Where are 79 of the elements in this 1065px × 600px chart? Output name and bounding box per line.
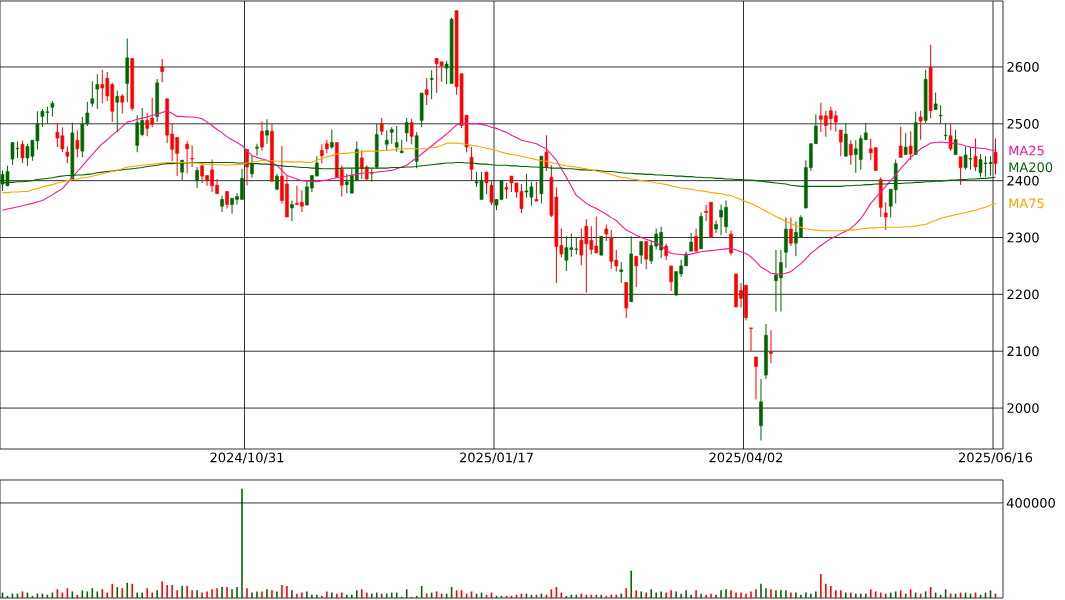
candlestick — [404, 117, 409, 142]
candlestick — [534, 181, 539, 202]
candlestick — [409, 118, 414, 145]
candlestick — [95, 73, 100, 110]
candlestick — [160, 58, 164, 83]
candlestick — [619, 261, 624, 284]
series-label: MA75 — [1009, 198, 1044, 209]
candlestick — [993, 138, 998, 175]
candlestick — [330, 128, 334, 150]
candlestick — [599, 235, 604, 256]
candlestick — [694, 227, 698, 252]
candlestick — [908, 130, 913, 161]
candlestick — [938, 104, 943, 125]
candlestick — [839, 129, 843, 157]
candlestick — [898, 126, 903, 158]
candlestick — [290, 200, 294, 222]
candlestick — [255, 143, 259, 157]
candlestick — [100, 69, 105, 104]
y-tick-label: 2200 — [1007, 289, 1039, 300]
candlestick — [484, 171, 489, 195]
x-tick-label: 2024/10/31 — [210, 452, 284, 464]
series-label: MA200 — [1009, 162, 1053, 173]
candlestick — [844, 123, 848, 157]
candlestick — [220, 195, 224, 213]
candlestick — [544, 134, 549, 172]
y-tick-label: 2000 — [1007, 403, 1039, 413]
y-tick-label: 2300 — [1007, 232, 1039, 243]
candlestick — [754, 356, 758, 401]
candlestick — [320, 143, 324, 165]
y-tick-label: 2100 — [1007, 346, 1039, 357]
candlestick — [958, 156, 963, 186]
candlestick — [848, 139, 853, 166]
y-tick-label: 2400 — [1007, 175, 1039, 186]
x-tick-label: 2025/04/02 — [709, 452, 783, 464]
candlestick — [689, 232, 693, 252]
candlestick — [789, 217, 793, 247]
candlestick — [873, 147, 878, 172]
candlestick — [20, 140, 25, 164]
candlestick — [195, 166, 199, 189]
text: 400000 — [1006, 498, 1055, 508]
candlestick — [669, 265, 673, 292]
y-tick-label: 2600 — [1007, 62, 1039, 72]
candlestick — [469, 146, 474, 181]
candlestick — [973, 138, 978, 172]
x-tick-label: 2025/06/16 — [958, 452, 1033, 464]
candlestick — [384, 130, 389, 152]
candlestick — [953, 129, 958, 155]
candlestick — [489, 180, 494, 206]
candlestick — [260, 121, 264, 152]
candlestick — [644, 240, 648, 270]
series-label: MA25 — [1009, 145, 1044, 156]
candlestick — [634, 255, 639, 288]
candlestick — [265, 118, 269, 145]
candlestick — [120, 93, 125, 115]
candlestick — [579, 227, 584, 266]
candlestick — [429, 69, 434, 100]
candlestick — [394, 125, 399, 153]
candlestick — [639, 240, 644, 265]
candlestick — [729, 230, 733, 256]
candlestick — [714, 219, 718, 234]
candlestick — [424, 77, 429, 106]
candlestick — [749, 327, 753, 352]
x-tick-label: 2025/01/17 — [460, 452, 533, 464]
candlestick — [75, 130, 80, 158]
candlestick — [759, 378, 763, 441]
candlestick — [948, 123, 953, 152]
candlestick — [943, 123, 948, 141]
candlestick — [784, 217, 788, 269]
y-tick-label: 2500 — [1007, 118, 1039, 129]
candlestick — [769, 329, 773, 364]
candlestick — [135, 114, 140, 153]
candlestick — [609, 229, 614, 270]
candlestick — [918, 110, 923, 141]
candlestick — [190, 144, 194, 168]
candlestick — [90, 80, 95, 108]
candlestick — [115, 90, 120, 133]
candlestick — [185, 140, 189, 174]
candlestick — [903, 132, 908, 155]
candlestick — [883, 201, 888, 231]
